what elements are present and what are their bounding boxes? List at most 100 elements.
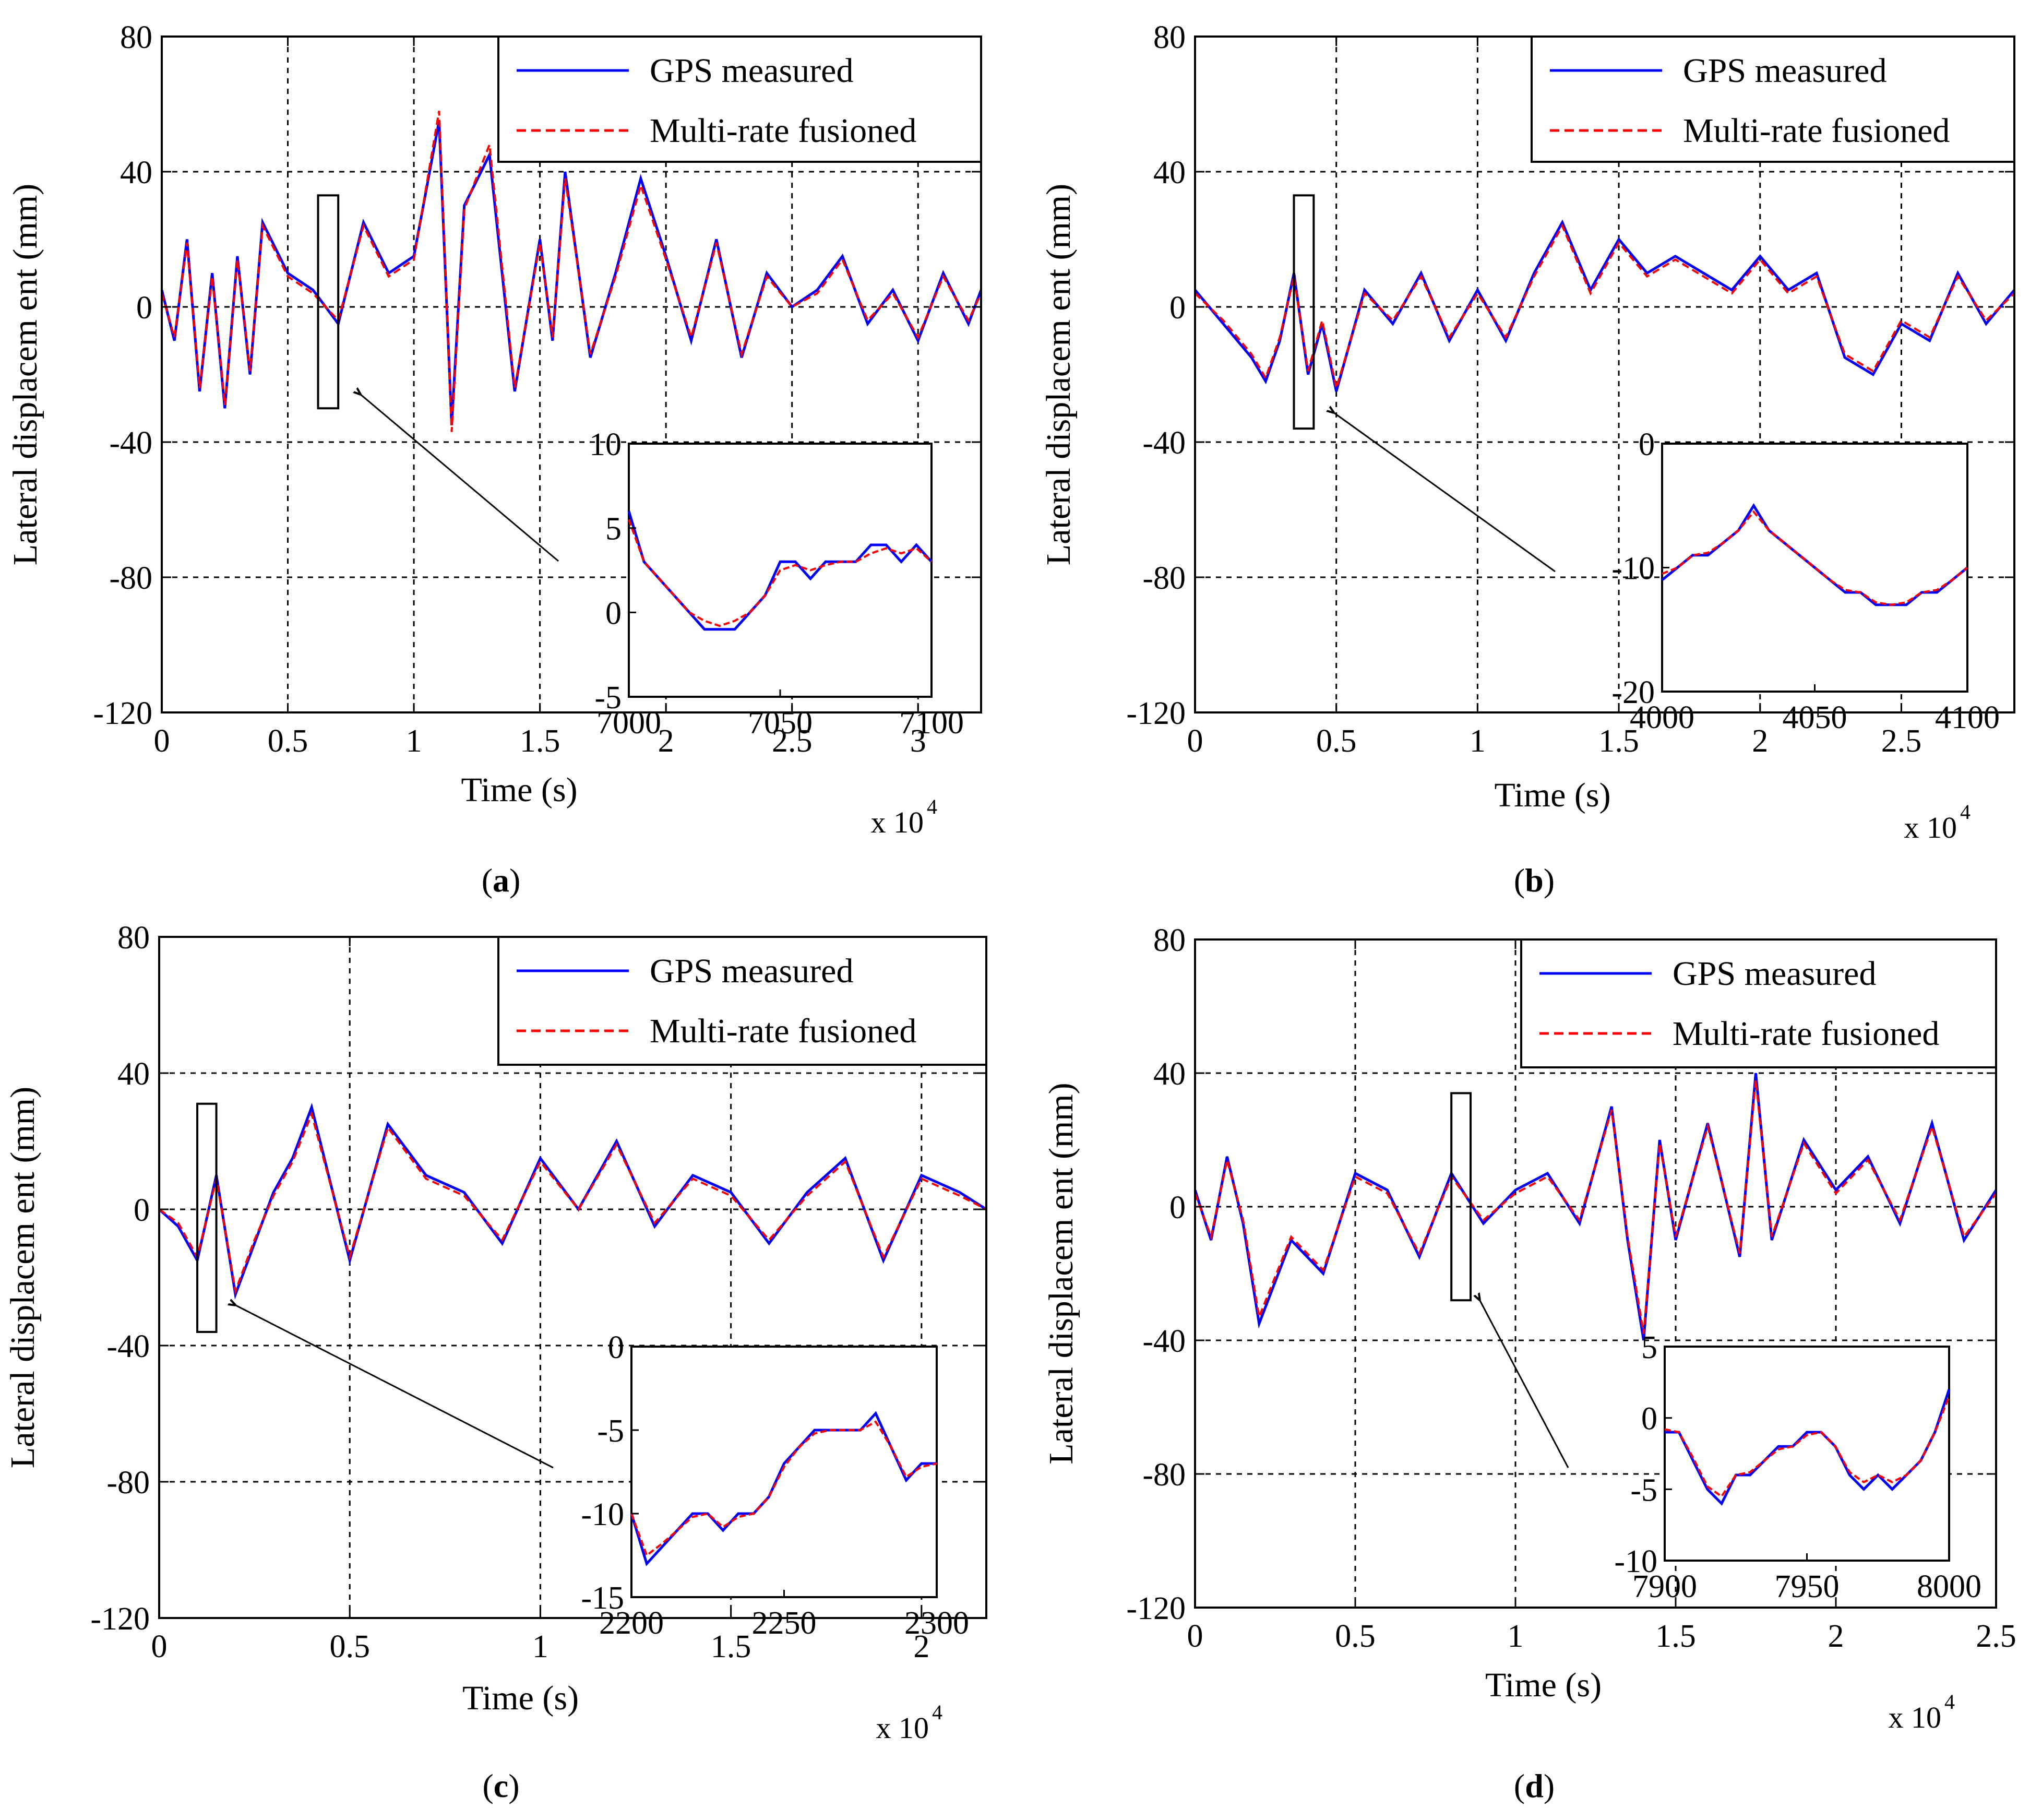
series-multi-rate-fusioned-line: [161, 111, 982, 432]
x-axis-label: Time (s): [461, 771, 577, 809]
legend-label-gps: GPS measured: [1683, 52, 1886, 90]
inset-x-tick-label: 4100: [1935, 700, 2000, 735]
zoom-arrow: [360, 394, 559, 562]
zoom-arrow: [235, 1305, 554, 1469]
y-tick-label: -80: [1142, 561, 1186, 596]
inset-fusion-line: [1664, 1396, 1950, 1498]
y-tick-label: 0: [1169, 1190, 1186, 1226]
x-tick-label: 2.5: [1976, 1619, 2016, 1654]
series-gps-measured-line: [158, 1102, 987, 1300]
x-multiplier-exponent: 4: [932, 1700, 942, 1724]
x-axis-label: Time (s): [1485, 1666, 1602, 1704]
x-axis-label: Time (s): [1494, 776, 1610, 814]
series-gps-measured-line: [1193, 1073, 1998, 1341]
x-tick-label: 0.5: [1316, 723, 1357, 759]
x-tick-label: 0.5: [1335, 1619, 1376, 1654]
x-multiplier-exponent: 4: [1944, 1690, 1955, 1714]
x-tick-label: 1.5: [711, 1629, 751, 1664]
inset-x-tick-label: 7000: [596, 705, 661, 741]
inset-chart: 4000 4050 4100 -20 -10 0: [1611, 427, 2000, 735]
legend-label-fusion: Multi-rate fusioned: [650, 1012, 916, 1050]
inset-frame: [630, 1346, 938, 1598]
y-tick-label: 80: [1153, 923, 1186, 958]
x-tick-label: 0: [151, 1629, 168, 1664]
panel-label-a: (a): [481, 862, 521, 899]
inset-x-tick-label: 7950: [1775, 1569, 1840, 1604]
inset-y-tick-label: 5: [605, 511, 622, 547]
inset-x-tick-label: 2200: [599, 1605, 664, 1641]
y-tick-label: -80: [1142, 1457, 1186, 1493]
inset-y-tick-label: 0: [1639, 427, 1655, 462]
y-tick-label: 80: [117, 920, 150, 956]
y-tick-label: 0: [1169, 290, 1186, 326]
inset-y-tick-label: -5: [1630, 1472, 1657, 1508]
panel-label-d: (d): [1513, 1767, 1555, 1804]
inset-fusion-line: [1662, 510, 1968, 606]
x-tick-label: 1: [1508, 1619, 1524, 1654]
inset-y-tick-label: 5: [1641, 1330, 1657, 1365]
series-multi-rate-fusioned-line: [1194, 223, 2015, 388]
y-axis-label: Lateral displacem ent (mm): [6, 184, 44, 565]
y-tick-label: -120: [1126, 696, 1186, 731]
y-tick-label: 0: [136, 290, 152, 326]
zoom-arrow: [1479, 1300, 1569, 1468]
inset-frame: [1664, 1346, 1950, 1562]
legend-box: [497, 936, 987, 1066]
y-tick-label: 80: [1153, 20, 1186, 55]
inset-y-tick-label: -10: [581, 1497, 624, 1532]
y-tick-label: 40: [120, 155, 152, 191]
inset-y-tick-label: 0: [1641, 1401, 1657, 1437]
y-tick-label: 40: [1153, 155, 1186, 191]
x-tick-label: 2: [1828, 1619, 1844, 1654]
x-multiplier-label: x 10: [1889, 1700, 1942, 1734]
y-tick-label: -120: [90, 1601, 150, 1637]
legend-label-gps: GPS measured: [650, 952, 853, 990]
series-gps-measured-line: [160, 121, 983, 425]
x-tick-label: 1: [406, 723, 422, 759]
inset-y-tick-label: 10: [589, 427, 622, 462]
x-tick-label: 1.5: [1598, 723, 1639, 759]
y-tick-label: -120: [1126, 1591, 1186, 1626]
x-tick-label: 2: [1752, 723, 1768, 759]
series-multi-rate-fusioned-line: [1194, 1079, 1997, 1334]
x-tick-label: 3: [910, 723, 926, 759]
series-multi-rate-fusioned-line: [158, 1110, 987, 1295]
inset-x-tick-label: 8000: [1917, 1569, 1981, 1604]
inset-fusion-line: [628, 519, 933, 627]
x-multiplier-label: x 10: [876, 1711, 929, 1745]
zoom-arrow: [1333, 412, 1556, 573]
y-tick-label: -40: [1142, 1324, 1186, 1359]
x-multiplier-label: x 10: [871, 805, 924, 839]
x-tick-label: 1.5: [520, 723, 560, 759]
inset-y-tick-label: -5: [594, 680, 622, 716]
y-axis-label: Lateral displacem ent (mm): [4, 1087, 42, 1468]
y-axis-label: Lateral displacem ent (mm): [1042, 1083, 1080, 1464]
inset-x-tick-label: 7100: [899, 705, 964, 741]
inset-y-tick-label: -20: [1611, 675, 1655, 710]
zoom-box: [1293, 194, 1315, 430]
inset-x-tick-label: 4000: [1630, 700, 1694, 735]
zoom-box: [196, 1102, 218, 1333]
legend-label-fusion: Multi-rate fusioned: [650, 112, 916, 150]
x-tick-label: 0: [154, 723, 170, 759]
inset-x-tick-label: 7050: [748, 705, 813, 741]
y-tick-label: -40: [109, 425, 152, 461]
x-multiplier-exponent: 4: [927, 795, 937, 818]
zoom-box: [1450, 1092, 1472, 1302]
x-tick-label: 1.5: [1655, 1619, 1696, 1654]
legend-label-fusion: Multi-rate fusioned: [1683, 112, 1950, 150]
x-tick-label: 0: [1187, 1619, 1203, 1654]
y-tick-label: 0: [134, 1193, 150, 1228]
y-tick-label: -40: [1142, 425, 1186, 461]
panel-label-b: (b): [1513, 862, 1555, 899]
y-tick-label: -40: [106, 1329, 150, 1364]
inset-x-tick-label: 2300: [904, 1605, 969, 1641]
x-tick-label: 0.5: [268, 723, 308, 759]
inset-fusion-line: [630, 1420, 937, 1557]
inset-x-tick-label: 7900: [1632, 1569, 1697, 1604]
legend-label-gps: GPS measured: [1673, 955, 1876, 993]
